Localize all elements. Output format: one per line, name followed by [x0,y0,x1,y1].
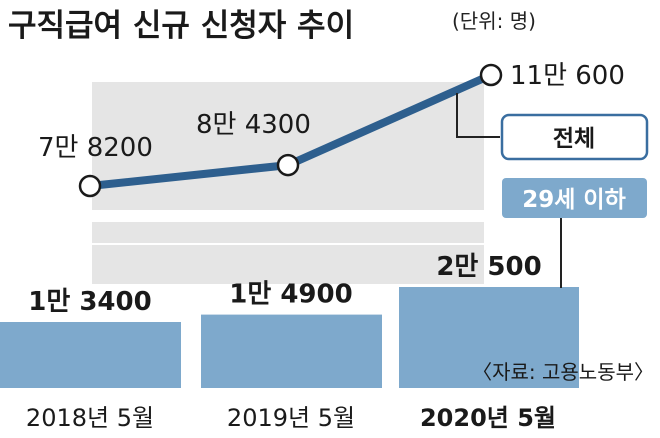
bar-value-label-1: 1만 3400 [28,287,151,317]
bar-series: 1만 3400 1만 4900 2만 500 [0,252,579,388]
line-point-3 [479,63,503,87]
legend-youth: 29세 이하 [502,178,647,218]
line-value-label-1: 7만 8200 [38,133,153,163]
legend-youth-label: 29세 이하 [522,187,626,213]
x-tick-label-1: 2018년 5월 [26,404,154,432]
line-point-2 [276,153,300,177]
legend-total: 전체 [500,113,649,161]
source-note: 〈자료: 고용노동부〉 [472,360,654,384]
line-point-1 [78,174,102,198]
unit-label: (단위: 명) [452,9,536,33]
x-axis-labels: 2018년 5월 2019년 5월 2020년 5월 [26,404,556,432]
line-value-label-2: 8만 4300 [196,110,311,140]
line-value-label-3: 11만 600 [510,61,625,91]
line-series: 7만 8200 8만 4300 11만 600 [38,61,625,198]
legend-leader-total [456,93,500,138]
legend-total-label: 전체 [553,126,595,152]
bar-value-label-3: 2만 500 [436,252,541,282]
x-tick-label-2: 2019년 5월 [227,404,355,432]
bottom-band [92,222,484,284]
bar-value-label-2: 1만 4900 [229,280,352,310]
legend-total-box [500,113,649,161]
legend-youth-box [502,178,647,218]
bar-3 [399,287,579,388]
bar-2 [201,314,382,388]
bar-1 [0,322,181,388]
chart-title: 구직급여 신규 신청자 추이 [8,8,354,44]
x-tick-label-3: 2020년 5월 [420,404,556,432]
